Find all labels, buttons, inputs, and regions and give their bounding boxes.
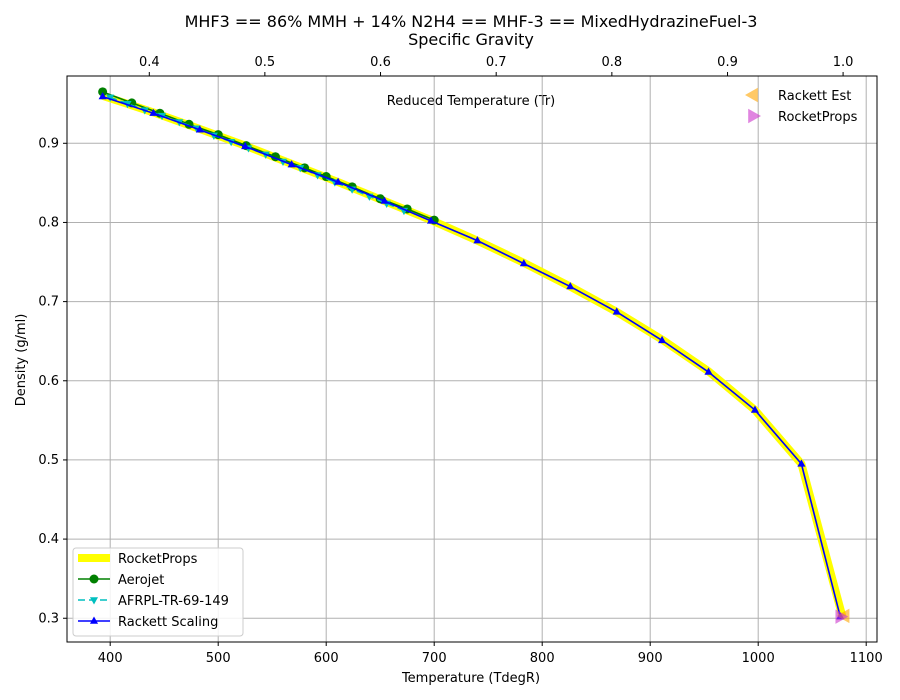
legend-label-rackett-est: Rackett Est [778, 89, 851, 104]
top-axis-label: Specific Gravity [408, 30, 534, 49]
data-point [195, 125, 204, 133]
data-point [704, 367, 713, 375]
y-tick-label: 0.4 [38, 532, 59, 547]
data-point [519, 259, 528, 267]
top-tick-label: 0.6 [370, 55, 391, 70]
x-tick-label: 500 [206, 651, 231, 666]
top-tick-label: 1.0 [833, 55, 854, 70]
data-point [149, 108, 158, 116]
grid [67, 76, 877, 642]
critical-point-marker [835, 609, 849, 624]
plot-frame [66, 75, 878, 643]
x-tick-label: 800 [530, 651, 555, 666]
legend-label-rackett-scaling: Rackett Scaling [118, 615, 218, 630]
data-point [473, 236, 482, 244]
critical-points [835, 608, 850, 624]
lower-legend-box [72, 547, 244, 637]
legend-label-rocketprops: RocketProps [118, 552, 198, 567]
y-tick-label: 0.3 [38, 611, 59, 626]
legend-label-aerojet: Aerojet [118, 573, 164, 588]
y-tick-label: 0.7 [38, 295, 59, 310]
y-tick-label: 0.6 [38, 374, 59, 389]
x-tick-label: 1100 [850, 651, 883, 666]
series-0 [101, 91, 847, 618]
legend-marker [89, 616, 99, 624]
data-point [566, 282, 575, 290]
x-tick-label: 600 [314, 651, 339, 666]
upper-legend: Rackett Est RocketProps [745, 87, 858, 125]
x-tick-label: 400 [98, 651, 123, 666]
top-tick-label: 0.7 [486, 55, 507, 70]
chart-title: MHF3 == 86% MMH + 14% N2H4 == MHF-3 == M… [185, 12, 758, 31]
data-point [98, 92, 107, 100]
legend-marker-rocketprops-critical [748, 108, 761, 124]
x-tick-label: 900 [638, 651, 663, 666]
data-point [658, 335, 667, 344]
data-point [287, 160, 296, 168]
y-tick-label: 0.8 [38, 215, 59, 230]
reduced-temperature-annotation: Reduced Temperature (Tr) [387, 94, 555, 109]
series-3 [98, 92, 845, 620]
legend-marker-rackett-est [745, 87, 758, 103]
data-point [241, 141, 250, 150]
series-line [101, 91, 847, 618]
data-point [98, 87, 108, 97]
top-tick-label: 0.5 [255, 55, 276, 70]
lower-legend: RocketProps Aerojet AFRPL-TR-69-149 Rack… [72, 547, 244, 637]
axis-ticks: 400 500 600 700 800 900 1000 1100 0.3 0.4 0.5 0.6 0.… [38, 55, 882, 666]
top-tick-label: 0.8 [602, 55, 623, 70]
data-point [797, 459, 806, 467]
x-tick-label: 700 [422, 651, 447, 666]
legend-marker [89, 574, 99, 584]
data-point [380, 196, 389, 204]
legend-label-afrpl: AFRPL-TR-69-149 [118, 594, 229, 609]
top-tick-label: 0.9 [717, 55, 738, 70]
x-tick-label: 1000 [742, 651, 775, 666]
data-point [612, 307, 621, 315]
legend-marker [89, 597, 99, 605]
data-point [426, 216, 436, 224]
y-tick-label: 0.5 [38, 453, 59, 468]
legend-label-rocketprops-critical: RocketProps [778, 110, 858, 125]
data-point [334, 177, 343, 185]
top-tick-label: 0.4 [139, 55, 160, 70]
x-axis-label: Temperature (TdegR) [401, 671, 540, 686]
y-axis-label: Density (g/ml) [14, 314, 29, 407]
y-tick-label: 0.9 [38, 136, 59, 151]
data-point [750, 405, 760, 413]
